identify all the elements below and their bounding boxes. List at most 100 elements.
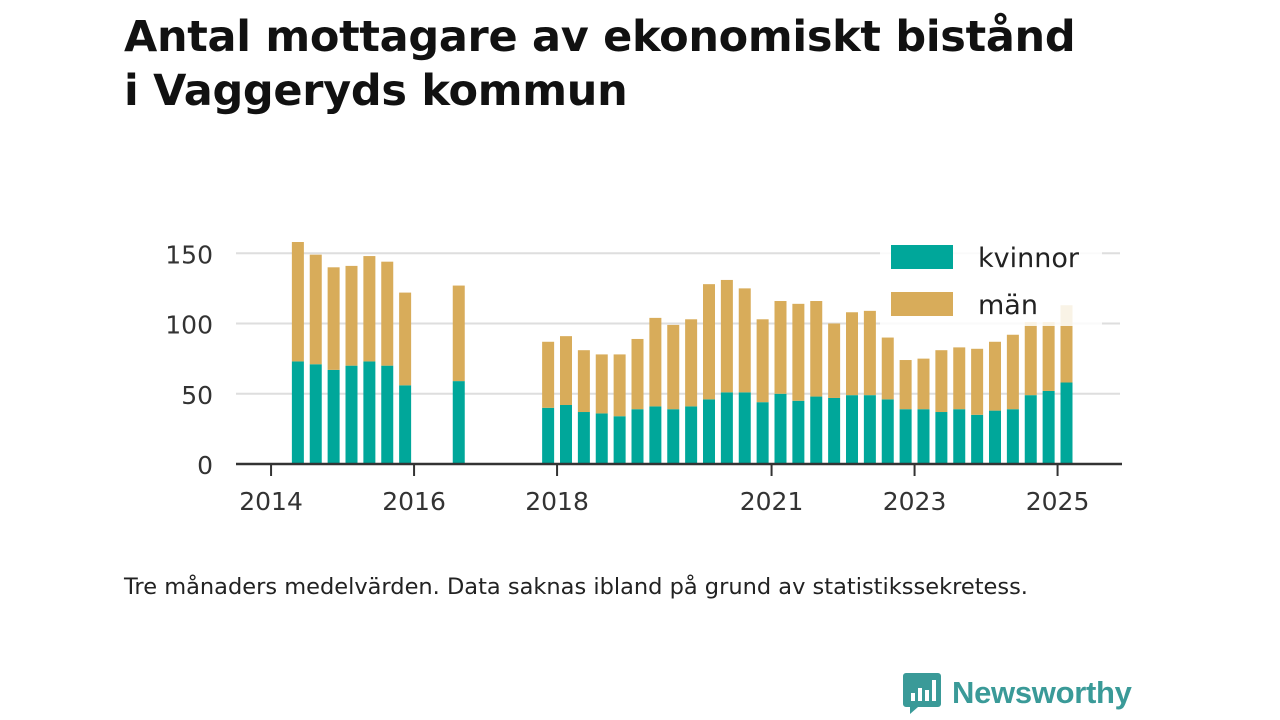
bar-kvinnor	[756, 402, 769, 464]
stacked-bar-chart: 0 50 100 150 2014 2016 2018 2021 2023 2025 kvinn…	[165, 236, 1122, 516]
bar-kvinnor	[309, 364, 322, 464]
bar-stack	[399, 292, 412, 464]
bar-man	[917, 358, 930, 410]
bar-kvinnor	[1060, 382, 1073, 464]
bar-kvinnor	[810, 396, 823, 464]
newsworthy-logo-icon	[903, 673, 941, 714]
bar-kvinnor	[1024, 395, 1037, 464]
bar-kvinnor	[899, 409, 912, 464]
bar-man	[560, 336, 572, 405]
bar-kvinnor	[935, 412, 948, 464]
bar-stack	[685, 319, 698, 464]
bar-man	[703, 284, 715, 400]
bar-kvinnor	[720, 392, 733, 464]
bar-stack	[881, 337, 894, 464]
brand-logo: Newsworthy	[902, 668, 1132, 718]
y-tick-label: 0	[197, 451, 213, 480]
bar-man	[309, 254, 322, 365]
bar-kvinnor	[989, 410, 1001, 464]
bar-kvinnor	[1006, 409, 1019, 464]
bar-kvinnor	[792, 400, 805, 464]
bar-stack	[774, 301, 787, 464]
bar-kvinnor	[363, 361, 376, 464]
bar-stack	[560, 336, 572, 464]
bar-kvinnor	[649, 406, 662, 464]
bar-kvinnor	[971, 414, 984, 464]
bar-stack	[917, 358, 930, 464]
legend-label-kvinnor: kvinnor	[978, 243, 1080, 274]
bar-stack	[846, 312, 858, 464]
bar-man	[363, 256, 376, 362]
y-tick-label: 50	[181, 381, 213, 410]
bar-man	[863, 310, 876, 396]
bar-kvinnor	[774, 393, 787, 464]
bar-man	[810, 301, 823, 397]
x-tick-label: 2018	[525, 487, 589, 516]
bar-stack	[971, 348, 984, 464]
bar-man	[720, 279, 733, 393]
bar-kvinnor	[327, 369, 340, 464]
bar-stack	[828, 323, 841, 464]
bar-man	[667, 324, 680, 410]
bar-kvinnor	[738, 392, 751, 464]
bar-man	[595, 354, 608, 414]
bar-man	[774, 301, 787, 394]
bar-stack	[792, 303, 805, 464]
bar-kvinnor	[953, 409, 966, 464]
chart-title-line-1: Antal mottagare av ekonomiskt bistånd	[124, 12, 1076, 62]
bar-kvinnor	[345, 365, 358, 464]
bar-man	[1024, 322, 1037, 396]
bar-stack	[1042, 322, 1055, 464]
bar-man	[1006, 334, 1019, 410]
legend: kvinnor män	[880, 236, 1102, 326]
legend-swatch-man	[891, 292, 953, 316]
bar-kvinnor	[703, 399, 715, 464]
bar-stack	[989, 341, 1001, 464]
bar-kvinnor	[667, 409, 680, 464]
bar-stack	[452, 285, 465, 464]
bar-man	[792, 303, 805, 401]
bar-man	[935, 350, 948, 413]
bar-kvinnor	[881, 399, 894, 464]
bar-kvinnor	[846, 395, 858, 464]
bar-stack	[345, 265, 358, 464]
y-tick-label: 100	[165, 311, 213, 340]
bar-stack	[667, 324, 680, 464]
bar-kvinnor	[542, 407, 555, 464]
bar-man	[685, 319, 698, 407]
bar-stack	[1024, 322, 1037, 464]
bar-man	[327, 267, 340, 370]
bar-kvinnor	[381, 365, 394, 464]
bar-stack	[720, 279, 733, 464]
bar-stack	[810, 301, 823, 464]
bar-stack	[327, 267, 340, 464]
bar-stack	[1006, 334, 1019, 464]
bar-man	[649, 317, 662, 407]
bar-man	[291, 242, 304, 362]
bar-man	[381, 261, 394, 366]
legend-label-man: män	[978, 290, 1038, 321]
bar-man	[1042, 322, 1055, 391]
bar-stack	[756, 319, 769, 464]
bar-kvinnor	[828, 397, 841, 464]
bar-man	[971, 348, 984, 415]
bar-kvinnor	[452, 381, 465, 464]
bar-kvinnor	[560, 404, 572, 464]
bar-stack	[899, 360, 912, 464]
bar-stack	[595, 354, 608, 464]
y-tick-label: 150	[165, 240, 213, 269]
bar-stack	[631, 338, 644, 464]
bar-man	[756, 319, 769, 403]
bar-kvinnor	[631, 409, 644, 464]
bar-man	[631, 338, 644, 410]
bar-stack	[935, 350, 948, 464]
brand-name: Newsworthy	[952, 675, 1132, 710]
bar-man	[399, 292, 412, 386]
bar-stack	[649, 317, 662, 464]
y-axis-ticks: 0 50 100 150	[165, 240, 213, 480]
bar-kvinnor	[577, 412, 590, 464]
bar-stack	[953, 347, 966, 464]
chart-caption: Tre månaders medelvärden. Data saknas ib…	[124, 574, 1028, 600]
bar-man	[953, 347, 966, 410]
bar-man	[899, 360, 912, 410]
